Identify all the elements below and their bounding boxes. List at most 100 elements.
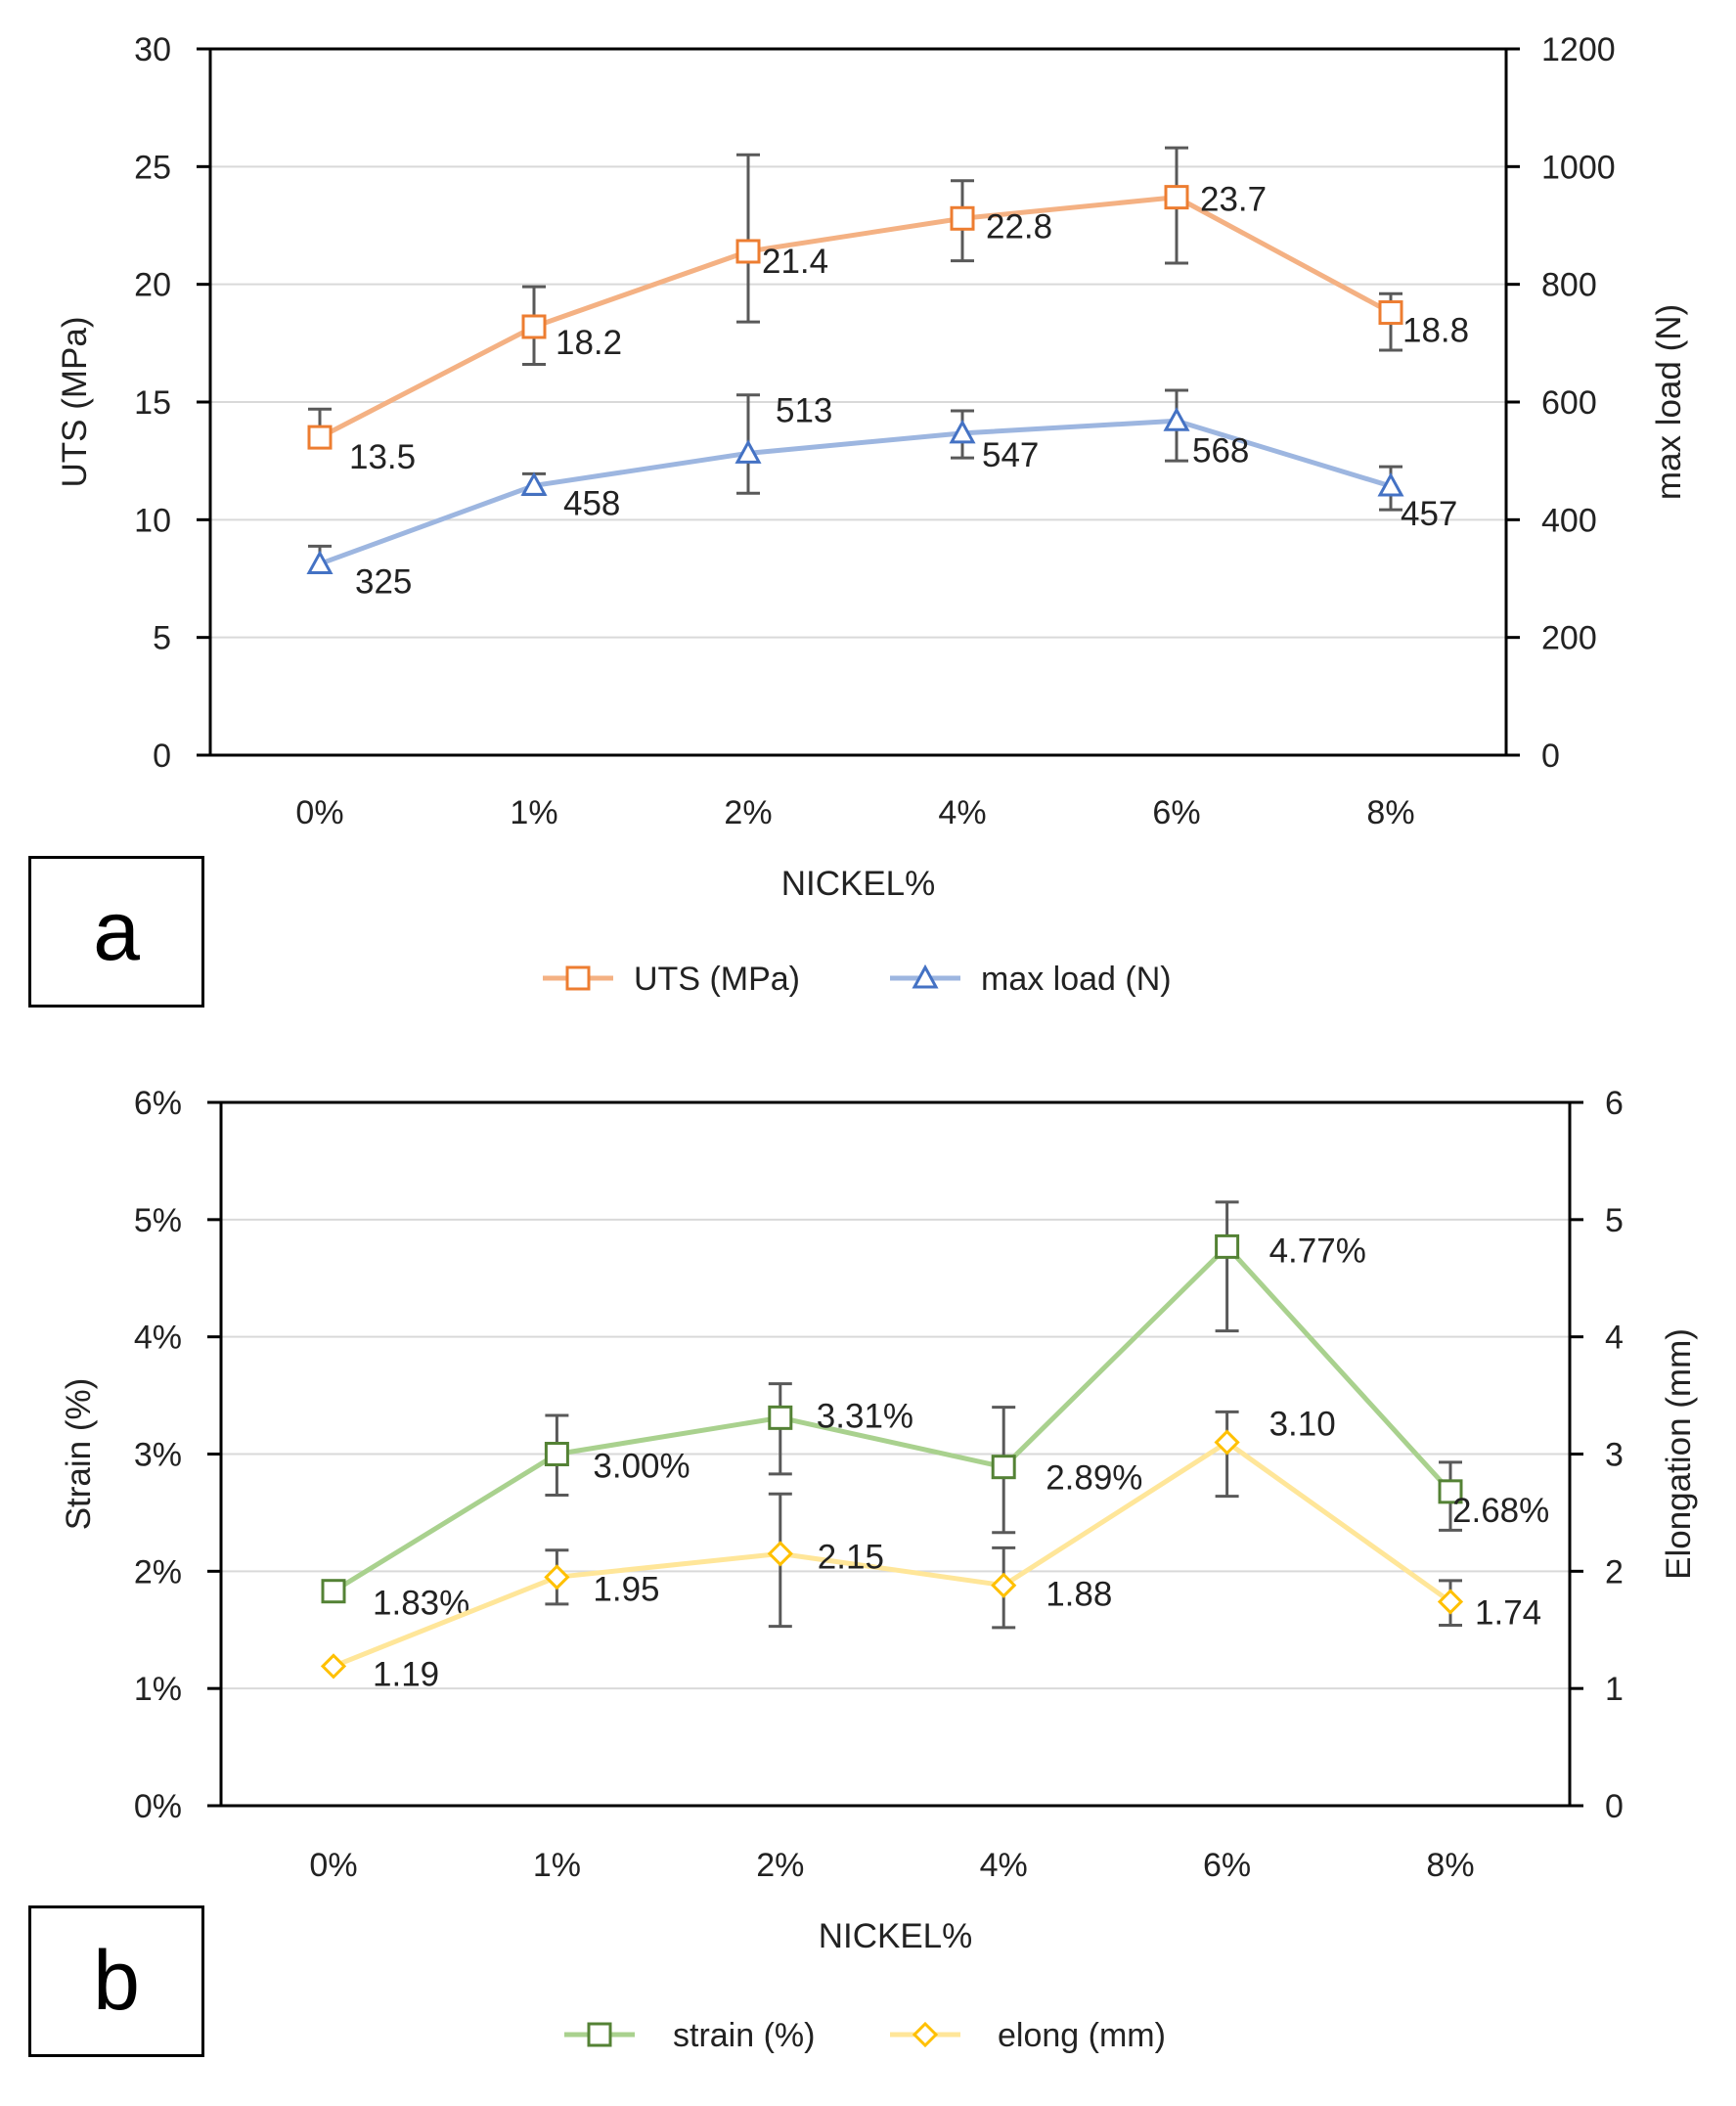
series-line — [319, 418, 1392, 566]
series-line — [318, 195, 1393, 440]
data-point — [320, 1653, 347, 1680]
data-point — [991, 1455, 1016, 1480]
data-point — [991, 1572, 1017, 1598]
data-point — [544, 1442, 569, 1466]
y-right-tick-label: 6 — [1605, 1085, 1624, 1122]
x-tick-label: 0% — [295, 794, 343, 831]
data-point — [1215, 1233, 1240, 1259]
data-label: 457 — [1401, 495, 1457, 533]
data-label: 3.10 — [1269, 1406, 1336, 1444]
y-right-tick-label: 1200 — [1541, 31, 1616, 68]
y-left-tick-label: 6% — [134, 1085, 182, 1122]
y-left-tick-label: 1% — [134, 1671, 182, 1708]
data-label: 18.8 — [1402, 312, 1469, 350]
series-line — [333, 1440, 1452, 1669]
data-point — [1214, 1429, 1240, 1456]
y-left-tick-label: 5% — [134, 1202, 182, 1239]
y-right-tick-label: 1000 — [1541, 149, 1616, 186]
data-label: 1.19 — [373, 1655, 439, 1693]
legend-label: strain (%) — [673, 2017, 815, 2054]
data-label: 547 — [982, 436, 1039, 474]
y-left-tick-label: 0% — [134, 1788, 182, 1825]
data-label: 325 — [355, 562, 412, 601]
data-label: 1.74 — [1475, 1593, 1541, 1632]
data-point — [767, 1541, 793, 1567]
data-point — [1164, 185, 1189, 210]
data-label: 568 — [1192, 431, 1249, 470]
y-left-tick-label: 30 — [134, 31, 171, 68]
y-left-axis-title: Strain (%) — [60, 1378, 98, 1531]
y-right-tick-label: 1 — [1605, 1671, 1624, 1708]
data-point — [1378, 300, 1403, 326]
y-left-tick-label: 10 — [134, 502, 171, 539]
y-right-tick-label: 400 — [1541, 502, 1597, 539]
x-axis-title: NICKEL% — [819, 1917, 973, 1955]
legend-marker — [587, 2022, 612, 2047]
data-point — [1438, 1479, 1463, 1504]
data-point — [306, 550, 334, 574]
data-point — [1437, 1589, 1464, 1615]
data-point — [950, 205, 975, 231]
data-point — [1163, 407, 1190, 431]
series-2: 325 458 513 547 568 457 — [306, 388, 1457, 601]
y-left-tick-label: 2% — [134, 1553, 182, 1591]
legend-item: strain (%) — [564, 2017, 815, 2054]
y-left-tick-label: 0 — [153, 738, 171, 775]
data-label: 13.5 — [349, 438, 416, 476]
y-left-tick-label: 3% — [134, 1437, 182, 1474]
y-left-tick-label: 25 — [134, 149, 171, 186]
x-tick-label: 8% — [1366, 794, 1414, 831]
legend-marker — [912, 963, 939, 989]
y-right-tick-label: 200 — [1541, 620, 1597, 657]
x-tick-label: 4% — [938, 794, 986, 831]
y-right-axis-title: Elongation (mm) — [1660, 1328, 1698, 1580]
panel-a-letter: a — [93, 884, 140, 978]
series-2: 1.19 1.95 2.15 1.88 3.10 1.74 — [320, 1406, 1541, 1693]
y-left-tick-label: 15 — [134, 384, 171, 422]
x-tick-label: 8% — [1426, 1847, 1474, 1884]
y-left-tick-label: 5 — [153, 620, 171, 657]
series-1: 13.5 18.2 21.4 22.8 23.7 18.8 — [307, 146, 1469, 476]
legend-marker — [912, 2021, 939, 2048]
y-right-tick-label: 0 — [1605, 1788, 1624, 1825]
data-label: 21.4 — [762, 243, 828, 281]
x-tick-label: 4% — [980, 1847, 1028, 1884]
x-tick-label: 2% — [756, 1847, 804, 1884]
error-bar — [736, 153, 760, 324]
y-right-tick-label: 3 — [1605, 1437, 1624, 1474]
data-point — [521, 314, 547, 339]
data-point — [734, 439, 762, 464]
data-label: 1.95 — [593, 1570, 659, 1608]
y-left-tick-label: 20 — [134, 267, 171, 304]
data-label: 3.00% — [593, 1448, 690, 1486]
data-point — [949, 419, 976, 444]
data-label: 22.8 — [986, 207, 1052, 246]
y-left-tick-label: 4% — [134, 1320, 182, 1357]
data-label: 2.15 — [818, 1538, 884, 1576]
panel-label-a: a — [28, 856, 204, 1008]
x-tick-label: 0% — [309, 1847, 357, 1884]
legend-item: max load (N) — [890, 961, 1172, 998]
data-point — [544, 1564, 570, 1591]
series-1: 1.83%3.00%3.31%2.89%4.77%2.68% — [321, 1200, 1549, 1623]
data-label: 2.89% — [1046, 1459, 1142, 1498]
data-point — [520, 471, 548, 496]
data-point — [1377, 471, 1404, 497]
y-right-axis-title: max load (N) — [1650, 304, 1688, 500]
x-axis-title: NICKEL% — [781, 865, 936, 903]
data-label: 3.31% — [817, 1397, 913, 1435]
legend-item: UTS (MPa) — [543, 961, 800, 998]
y-right-tick-label: 800 — [1541, 267, 1597, 304]
panel-b-letter: b — [93, 1934, 140, 2028]
data-point — [768, 1405, 793, 1430]
data-label: 4.77% — [1269, 1232, 1366, 1270]
x-tick-label: 1% — [533, 1847, 581, 1884]
legend-label: elong (mm) — [998, 2017, 1166, 2054]
data-point — [735, 239, 761, 264]
error-bar — [1215, 1200, 1239, 1333]
x-tick-label: 1% — [510, 794, 557, 831]
data-label: 2.68% — [1452, 1492, 1549, 1530]
x-tick-label: 6% — [1203, 1847, 1251, 1884]
y-right-tick-label: 600 — [1541, 384, 1597, 422]
